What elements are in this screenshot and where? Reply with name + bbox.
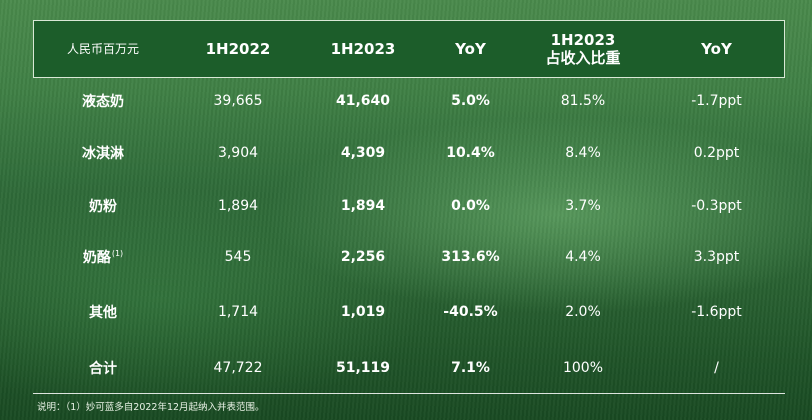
header-revenue-share: 1H2023 占收入比重: [518, 20, 648, 78]
table-cell-share-yoy: -1.7ppt: [691, 93, 742, 109]
table-cell-share-yoy: 3.3ppt: [693, 249, 740, 265]
footnote-marker: (1): [111, 248, 124, 258]
row-name-text: 奶粉: [89, 199, 117, 215]
table-cell-share: 81.5%: [560, 93, 606, 109]
row-name-text: 冰淇淋: [82, 146, 124, 162]
table-cell-share-yoy: -0.3ppt: [691, 198, 742, 214]
table-cell-yoy: 0.0%: [451, 198, 490, 214]
table-cell-1h2022: 47,722: [213, 360, 263, 376]
table-cell-1h2022: 39,665: [213, 93, 263, 109]
table-cell-1h2022: 545: [224, 249, 252, 265]
table-cell-share: 8.4%: [565, 145, 601, 161]
table-cell-yoy: -40.5%: [443, 304, 498, 320]
table-cell-share: 2.0%: [565, 304, 601, 320]
table-row-name: 奶粉: [33, 192, 173, 220]
table-cell-1h2023: 2,256: [340, 249, 386, 265]
row-name-text: 合计: [89, 361, 117, 377]
row-name-text: 奶酪: [82, 250, 111, 266]
header-1h2022: 1H2022: [205, 40, 271, 58]
table-cell-1h2022: 3,904: [217, 145, 259, 161]
table-cell-yoy: 10.4%: [446, 145, 495, 161]
table-cell-share: 3.7%: [565, 198, 601, 214]
header-1h2023: 1H2023: [330, 40, 396, 58]
table-cell-share-yoy: /: [714, 360, 719, 376]
table-row-name: 液态奶: [33, 87, 173, 115]
header-unit: 人民币百万元: [66, 42, 139, 56]
table-cell-yoy: 5.0%: [451, 93, 490, 109]
table-row-name: 冰淇淋: [33, 139, 173, 167]
header-share-yoy: YoY: [701, 40, 732, 58]
table-cell-1h2022: 1,714: [217, 304, 259, 320]
header-revenue-share-line1: 1H2023: [550, 31, 616, 49]
table-cell-1h2023: 1,894: [340, 198, 386, 214]
row-name-text: 液态奶: [82, 94, 124, 110]
table-cell-yoy: 7.1%: [451, 360, 490, 376]
header-yoy: YoY: [455, 40, 486, 58]
table-cell-1h2022: 1,894: [217, 198, 259, 214]
table-cell-share: 100%: [562, 360, 604, 376]
row-name-text: 其他: [89, 305, 117, 321]
table-cell-1h2023: 51,119: [335, 360, 391, 376]
table-cell-share-yoy: 0.2ppt: [693, 145, 740, 161]
table-header-band: [33, 20, 785, 78]
table-cell-share-yoy: -1.6ppt: [691, 304, 742, 320]
table-row-name: 合计: [33, 354, 173, 382]
header-revenue-share-line2: 占收入比重: [545, 49, 621, 67]
table-cell-share: 4.4%: [565, 249, 601, 265]
table-cell-yoy: 313.6%: [441, 249, 500, 265]
table-bottom-rule: [33, 393, 785, 394]
table-row-name: 其他: [33, 298, 173, 326]
table-cell-1h2023: 4,309: [340, 145, 386, 161]
table-cell-1h2023: 41,640: [335, 93, 391, 109]
table-row-name: 奶酪 (1): [33, 243, 173, 271]
footnote: 说明：（1）妙可蓝多自2022年12月起纳入并表范围。: [37, 402, 265, 413]
table-cell-1h2023: 1,019: [340, 304, 386, 320]
